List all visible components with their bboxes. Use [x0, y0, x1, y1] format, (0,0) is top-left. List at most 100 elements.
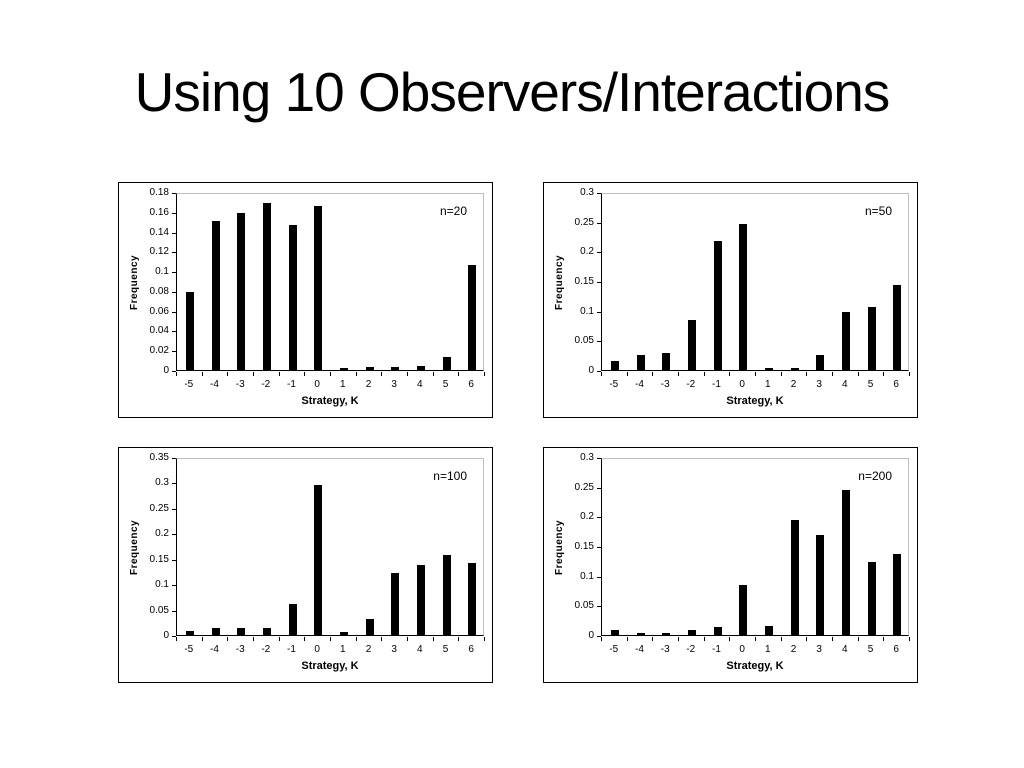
- x-tick-label: -5: [184, 379, 194, 390]
- x-tick-label: 4: [417, 379, 423, 390]
- y-tick-label: 0.02: [149, 345, 169, 357]
- y-tick: [597, 311, 601, 313]
- bar: [339, 368, 348, 370]
- bar: [262, 628, 271, 635]
- x-tick-label: 1: [340, 644, 346, 655]
- x-tick: [330, 372, 331, 376]
- bar: [237, 213, 246, 370]
- x-tick: [857, 637, 859, 641]
- y-tick-label: 0.3: [155, 477, 169, 489]
- y-tick-label: 0.1: [155, 579, 169, 591]
- bar: [662, 353, 671, 370]
- y-tick-label: 0: [588, 630, 594, 641]
- y-tick-label: 0.05: [149, 604, 169, 616]
- x-tick-label: 4: [842, 644, 848, 655]
- x-tick: [330, 637, 331, 641]
- y-tick: [172, 351, 176, 353]
- x-tick-label: 3: [391, 379, 397, 390]
- x-tick: [381, 372, 383, 376]
- bar: [288, 225, 297, 370]
- x-tick-label: 0: [739, 379, 745, 390]
- bar: [211, 221, 220, 370]
- x-tick-label: -2: [686, 379, 696, 390]
- bar: [314, 206, 323, 370]
- bar: [365, 367, 374, 370]
- y-tick: [172, 483, 176, 485]
- x-tick: [626, 372, 628, 376]
- y-tick-label: 0: [163, 630, 169, 641]
- x-tick: [678, 637, 679, 641]
- x-tick-label: -3: [660, 379, 670, 390]
- y-tick-label: 0.1: [580, 570, 594, 582]
- x-tick: [909, 372, 910, 376]
- x-tick-label: 6: [893, 379, 899, 390]
- bar: [764, 368, 773, 370]
- x-tick: [755, 637, 756, 641]
- x-tick: [857, 372, 859, 376]
- bar: [610, 361, 619, 370]
- bar: [816, 535, 825, 635]
- slide-title: Using 10 Observers/Interactions: [134, 61, 891, 123]
- y-tick: [172, 636, 176, 637]
- chart-n20: Frequency n=20 0 0.02 0.04 0.06 0.08 0.1 0.12 0.1…: [118, 182, 493, 418]
- y-tick-label: 0.15: [574, 541, 594, 552]
- x-tick: [729, 637, 731, 641]
- bar: [893, 554, 902, 635]
- bar: [468, 563, 477, 635]
- x-tick: [304, 372, 306, 376]
- bar: [442, 555, 451, 635]
- y-tick: [597, 341, 601, 343]
- bar: [185, 631, 194, 635]
- x-tick-label: 5: [442, 644, 449, 655]
- bar: [764, 626, 773, 635]
- y-tick-label: 0.25: [574, 216, 594, 228]
- y-tick-label: 0.2: [155, 528, 169, 540]
- y-tick-label: 0.1: [580, 305, 594, 317]
- y-tick-label: 0.1: [155, 266, 169, 278]
- x-tick-label: 6: [468, 644, 474, 655]
- x-tick: [703, 637, 705, 641]
- y-tick-label: 0.15: [574, 276, 594, 287]
- x-tick: [201, 372, 203, 376]
- x-tick: [780, 372, 782, 376]
- x-tick-label: 0: [314, 644, 320, 655]
- x-tick: [484, 637, 485, 641]
- x-tick: [253, 372, 254, 376]
- x-tick: [458, 637, 460, 641]
- x-tick-label: -1: [712, 379, 721, 390]
- x-tick: [806, 637, 808, 641]
- y-tick-label: 0: [163, 365, 169, 376]
- plot-area: n=200: [601, 458, 909, 636]
- y-tick-label: 0.2: [580, 511, 594, 523]
- bar: [391, 367, 400, 370]
- x-tick-label: -4: [210, 379, 219, 390]
- x-tick: [253, 637, 254, 641]
- bar: [713, 627, 722, 635]
- bar: [662, 633, 671, 635]
- x-tick: [678, 372, 679, 376]
- y-tick: [597, 517, 601, 519]
- x-tick: [652, 637, 654, 641]
- y-tick: [172, 311, 176, 313]
- x-tick-label: -2: [261, 644, 271, 655]
- x-tick-label: 5: [867, 379, 874, 390]
- x-tick-label: -5: [609, 644, 619, 655]
- bar: [185, 292, 194, 370]
- x-tick-label: -3: [235, 644, 245, 655]
- n-label: n=20: [439, 204, 467, 218]
- y-tick: [172, 508, 176, 510]
- y-tick-label: 0.14: [149, 226, 169, 238]
- y-tick: [172, 371, 176, 372]
- x-tick-label: -1: [712, 644, 721, 655]
- y-tick: [597, 282, 601, 283]
- x-tick-label: -4: [210, 644, 219, 655]
- x-tick-label: 2: [790, 644, 797, 655]
- y-tick-label: 0.25: [149, 502, 169, 514]
- y-tick-label: 0.25: [574, 481, 594, 493]
- x-tick: [176, 637, 177, 641]
- y-tick-label: 0.3: [580, 187, 594, 198]
- bar: [237, 628, 246, 635]
- x-tick-label: 4: [417, 644, 423, 655]
- x-tick: [703, 372, 705, 376]
- x-tick: [432, 637, 434, 641]
